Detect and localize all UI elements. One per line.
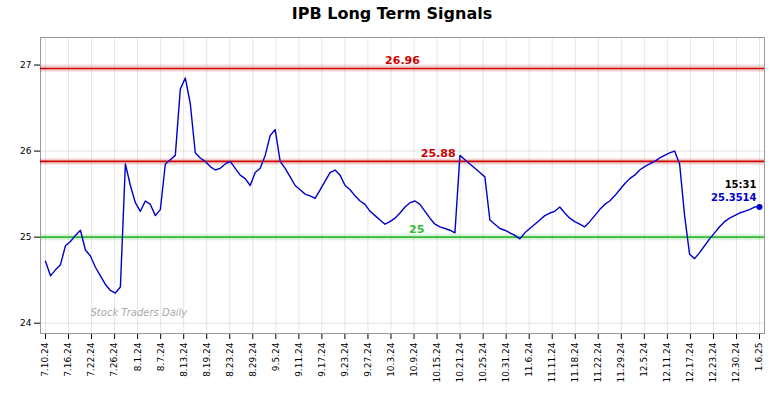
svg-text:8.23.24: 8.23.24 <box>225 342 235 377</box>
svg-text:10.21.24: 10.21.24 <box>455 342 465 382</box>
svg-text:12.5.24: 12.5.24 <box>639 342 649 377</box>
svg-text:25.3514: 25.3514 <box>711 192 757 203</box>
svg-text:27: 27 <box>20 60 31 70</box>
svg-text:7.16.24: 7.16.24 <box>63 342 73 377</box>
svg-text:26: 26 <box>20 146 32 156</box>
svg-text:24: 24 <box>20 318 32 328</box>
svg-text:10.9.24: 10.9.24 <box>409 342 419 377</box>
svg-text:10.3.24: 10.3.24 <box>386 342 396 377</box>
svg-text:9.17.24: 9.17.24 <box>317 342 327 377</box>
svg-text:15:31: 15:31 <box>725 179 757 190</box>
svg-text:8.7.24: 8.7.24 <box>156 342 166 371</box>
svg-text:11.6.24: 11.6.24 <box>524 342 534 377</box>
svg-text:9.5.24: 9.5.24 <box>271 342 281 371</box>
svg-text:12.11.24: 12.11.24 <box>662 342 672 382</box>
svg-text:12.17.24: 12.17.24 <box>685 342 695 382</box>
svg-text:25.88: 25.88 <box>421 147 456 160</box>
svg-text:11.11.24: 11.11.24 <box>547 342 557 382</box>
svg-text:9.27.24: 9.27.24 <box>363 342 373 377</box>
svg-text:9.23.24: 9.23.24 <box>340 342 350 377</box>
svg-text:1.6.25: 1.6.25 <box>754 343 764 372</box>
svg-text:11.22.24: 11.22.24 <box>593 342 603 382</box>
svg-text:10.25.24: 10.25.24 <box>478 342 488 382</box>
svg-text:7.10.24: 7.10.24 <box>40 342 50 377</box>
svg-text:26.96: 26.96 <box>385 54 420 67</box>
html-text:IPB Long Term Signals: IPB Long Term Signals <box>291 4 493 23</box>
svg-text:11.29.24: 11.29.24 <box>616 342 626 382</box>
svg-text:11.18.24: 11.18.24 <box>570 342 580 382</box>
svg-text:7.22.24: 7.22.24 <box>86 342 96 377</box>
svg-text:25: 25 <box>20 232 31 242</box>
svg-text:12.23.24: 12.23.24 <box>708 342 718 382</box>
svg-text:Stock Traders Daily: Stock Traders Daily <box>91 307 189 318</box>
svg-text:8.13.24: 8.13.24 <box>179 342 189 377</box>
svg-text:10.15.24: 10.15.24 <box>432 342 442 382</box>
svg-text:9.11.24: 9.11.24 <box>294 342 304 377</box>
svg-text:8.1.24: 8.1.24 <box>133 342 143 371</box>
svg-text:8.29.24: 8.29.24 <box>248 342 258 377</box>
svg-text:10.31.24: 10.31.24 <box>501 342 511 382</box>
svg-text:8.19.24: 8.19.24 <box>202 342 212 377</box>
svg-text:25: 25 <box>409 223 424 236</box>
svg-text:12.30.24: 12.30.24 <box>731 342 741 382</box>
svg-text:7.26.24: 7.26.24 <box>109 342 119 377</box>
